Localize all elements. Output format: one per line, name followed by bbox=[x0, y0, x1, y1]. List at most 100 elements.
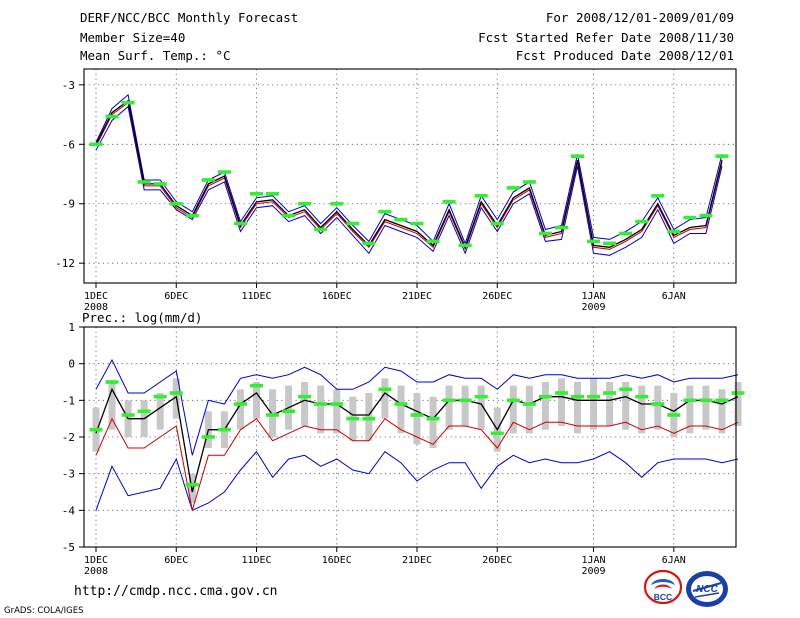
spread-box bbox=[622, 382, 630, 430]
observed-marker bbox=[699, 398, 713, 403]
observed-marker bbox=[121, 100, 135, 105]
source-url[interactable]: http://cmdp.ncc.cma.gov.cn bbox=[74, 584, 278, 599]
observed-marker bbox=[185, 213, 199, 218]
series-line-ensemble-mean bbox=[95, 99, 723, 250]
observed-marker bbox=[635, 394, 649, 399]
spread-box bbox=[108, 382, 116, 430]
observed-marker bbox=[137, 409, 151, 414]
xtick-year-label: 2008 bbox=[84, 302, 108, 313]
chart-title: DERF/NCC/BCC Monthly Forecast bbox=[80, 10, 299, 25]
observed-marker bbox=[89, 427, 103, 432]
observed-marker bbox=[538, 231, 552, 236]
observed-marker bbox=[266, 413, 280, 417]
observed-marker bbox=[699, 213, 713, 218]
spread-box bbox=[317, 385, 325, 434]
observed-marker bbox=[298, 394, 312, 399]
spread-box bbox=[461, 385, 469, 426]
observed-marker bbox=[490, 221, 504, 226]
observed-marker bbox=[378, 209, 392, 214]
observed-marker bbox=[619, 231, 633, 236]
observed-marker bbox=[282, 213, 296, 218]
ytick-label: -3 bbox=[62, 79, 75, 92]
observed-marker bbox=[522, 402, 536, 406]
observed-marker bbox=[89, 142, 103, 147]
xtick-year-label: 2008 bbox=[84, 566, 108, 577]
ytick-label: 0 bbox=[68, 358, 75, 371]
observed-marker bbox=[587, 394, 601, 399]
xtick-year-label: 2009 bbox=[582, 302, 606, 313]
observed-marker bbox=[121, 413, 135, 417]
spread-box bbox=[525, 385, 533, 434]
observed-marker bbox=[571, 154, 584, 158]
spread-box bbox=[156, 393, 164, 430]
xtick-label: 6JAN bbox=[662, 291, 686, 302]
ncc-logo-text: NCC bbox=[696, 584, 718, 595]
observed-marker bbox=[362, 241, 376, 246]
observed-marker bbox=[603, 391, 617, 395]
observed-marker bbox=[683, 398, 697, 403]
observed-marker bbox=[346, 221, 360, 226]
observed-marker bbox=[458, 243, 472, 248]
spread-box bbox=[253, 382, 260, 419]
spread-box bbox=[734, 382, 742, 426]
observed-marker bbox=[715, 398, 729, 403]
observed-marker bbox=[554, 391, 568, 395]
xtick-label: 6DEC bbox=[164, 291, 188, 302]
bcc-logo-text: BCC bbox=[654, 592, 672, 602]
ncc-logo-icon: NCC bbox=[686, 571, 728, 607]
observed-marker bbox=[314, 227, 328, 232]
xtick-label: 1DEC bbox=[84, 291, 108, 302]
spread-box bbox=[557, 378, 565, 426]
observed-marker bbox=[667, 229, 681, 234]
observed-marker bbox=[715, 154, 729, 158]
observed-marker bbox=[603, 241, 617, 246]
ytick-label: -3 bbox=[62, 468, 75, 481]
xtick-label: 11DEC bbox=[241, 291, 271, 302]
spread-box bbox=[381, 378, 389, 419]
observed-marker bbox=[426, 239, 440, 244]
observed-marker bbox=[105, 114, 119, 119]
ytick-label: 1 bbox=[68, 321, 75, 334]
spread-box bbox=[702, 385, 710, 430]
observed-marker bbox=[185, 482, 199, 487]
spread-box bbox=[638, 385, 646, 434]
observed-marker bbox=[426, 416, 440, 421]
spread-box bbox=[590, 378, 598, 430]
xtick-label: 1JAN bbox=[582, 291, 606, 302]
observed-marker bbox=[169, 201, 183, 206]
spread-box bbox=[654, 385, 662, 430]
observed-marker bbox=[554, 225, 568, 230]
observed-marker bbox=[410, 221, 424, 226]
observed-marker bbox=[394, 402, 408, 406]
observed-marker bbox=[410, 413, 424, 417]
ytick-label: -2 bbox=[62, 431, 75, 444]
observed-marker bbox=[538, 394, 552, 399]
observed-marker bbox=[201, 178, 215, 182]
observed-marker bbox=[346, 416, 360, 421]
spread-box bbox=[429, 396, 437, 448]
observed-marker bbox=[731, 391, 745, 395]
xtick-label: 26DEC bbox=[482, 555, 512, 566]
spread-box bbox=[574, 382, 581, 434]
spread-box bbox=[365, 393, 373, 441]
observed-marker bbox=[201, 435, 215, 439]
observed-marker bbox=[506, 186, 520, 190]
spread-box bbox=[477, 385, 485, 430]
spread-box bbox=[541, 382, 549, 430]
observed-marker bbox=[458, 398, 472, 403]
observed-marker bbox=[330, 402, 344, 406]
panel-title: Prec.: log(mm/d) bbox=[82, 310, 202, 325]
series-line-ensemble-max bbox=[95, 358, 739, 456]
series-line-ensemble-median bbox=[95, 101, 723, 251]
xtick-label: 21DEC bbox=[402, 291, 432, 302]
member-size-label: Member Size=40 bbox=[80, 30, 186, 45]
observed-marker bbox=[490, 431, 504, 436]
xtick-label: 1JAN bbox=[582, 555, 606, 566]
xtick-label: 16DEC bbox=[322, 555, 352, 566]
series-line-ensemble-min bbox=[95, 450, 739, 511]
spread-box bbox=[301, 382, 309, 426]
xtick-year-label: 2009 bbox=[582, 566, 606, 577]
observed-marker bbox=[394, 217, 408, 222]
